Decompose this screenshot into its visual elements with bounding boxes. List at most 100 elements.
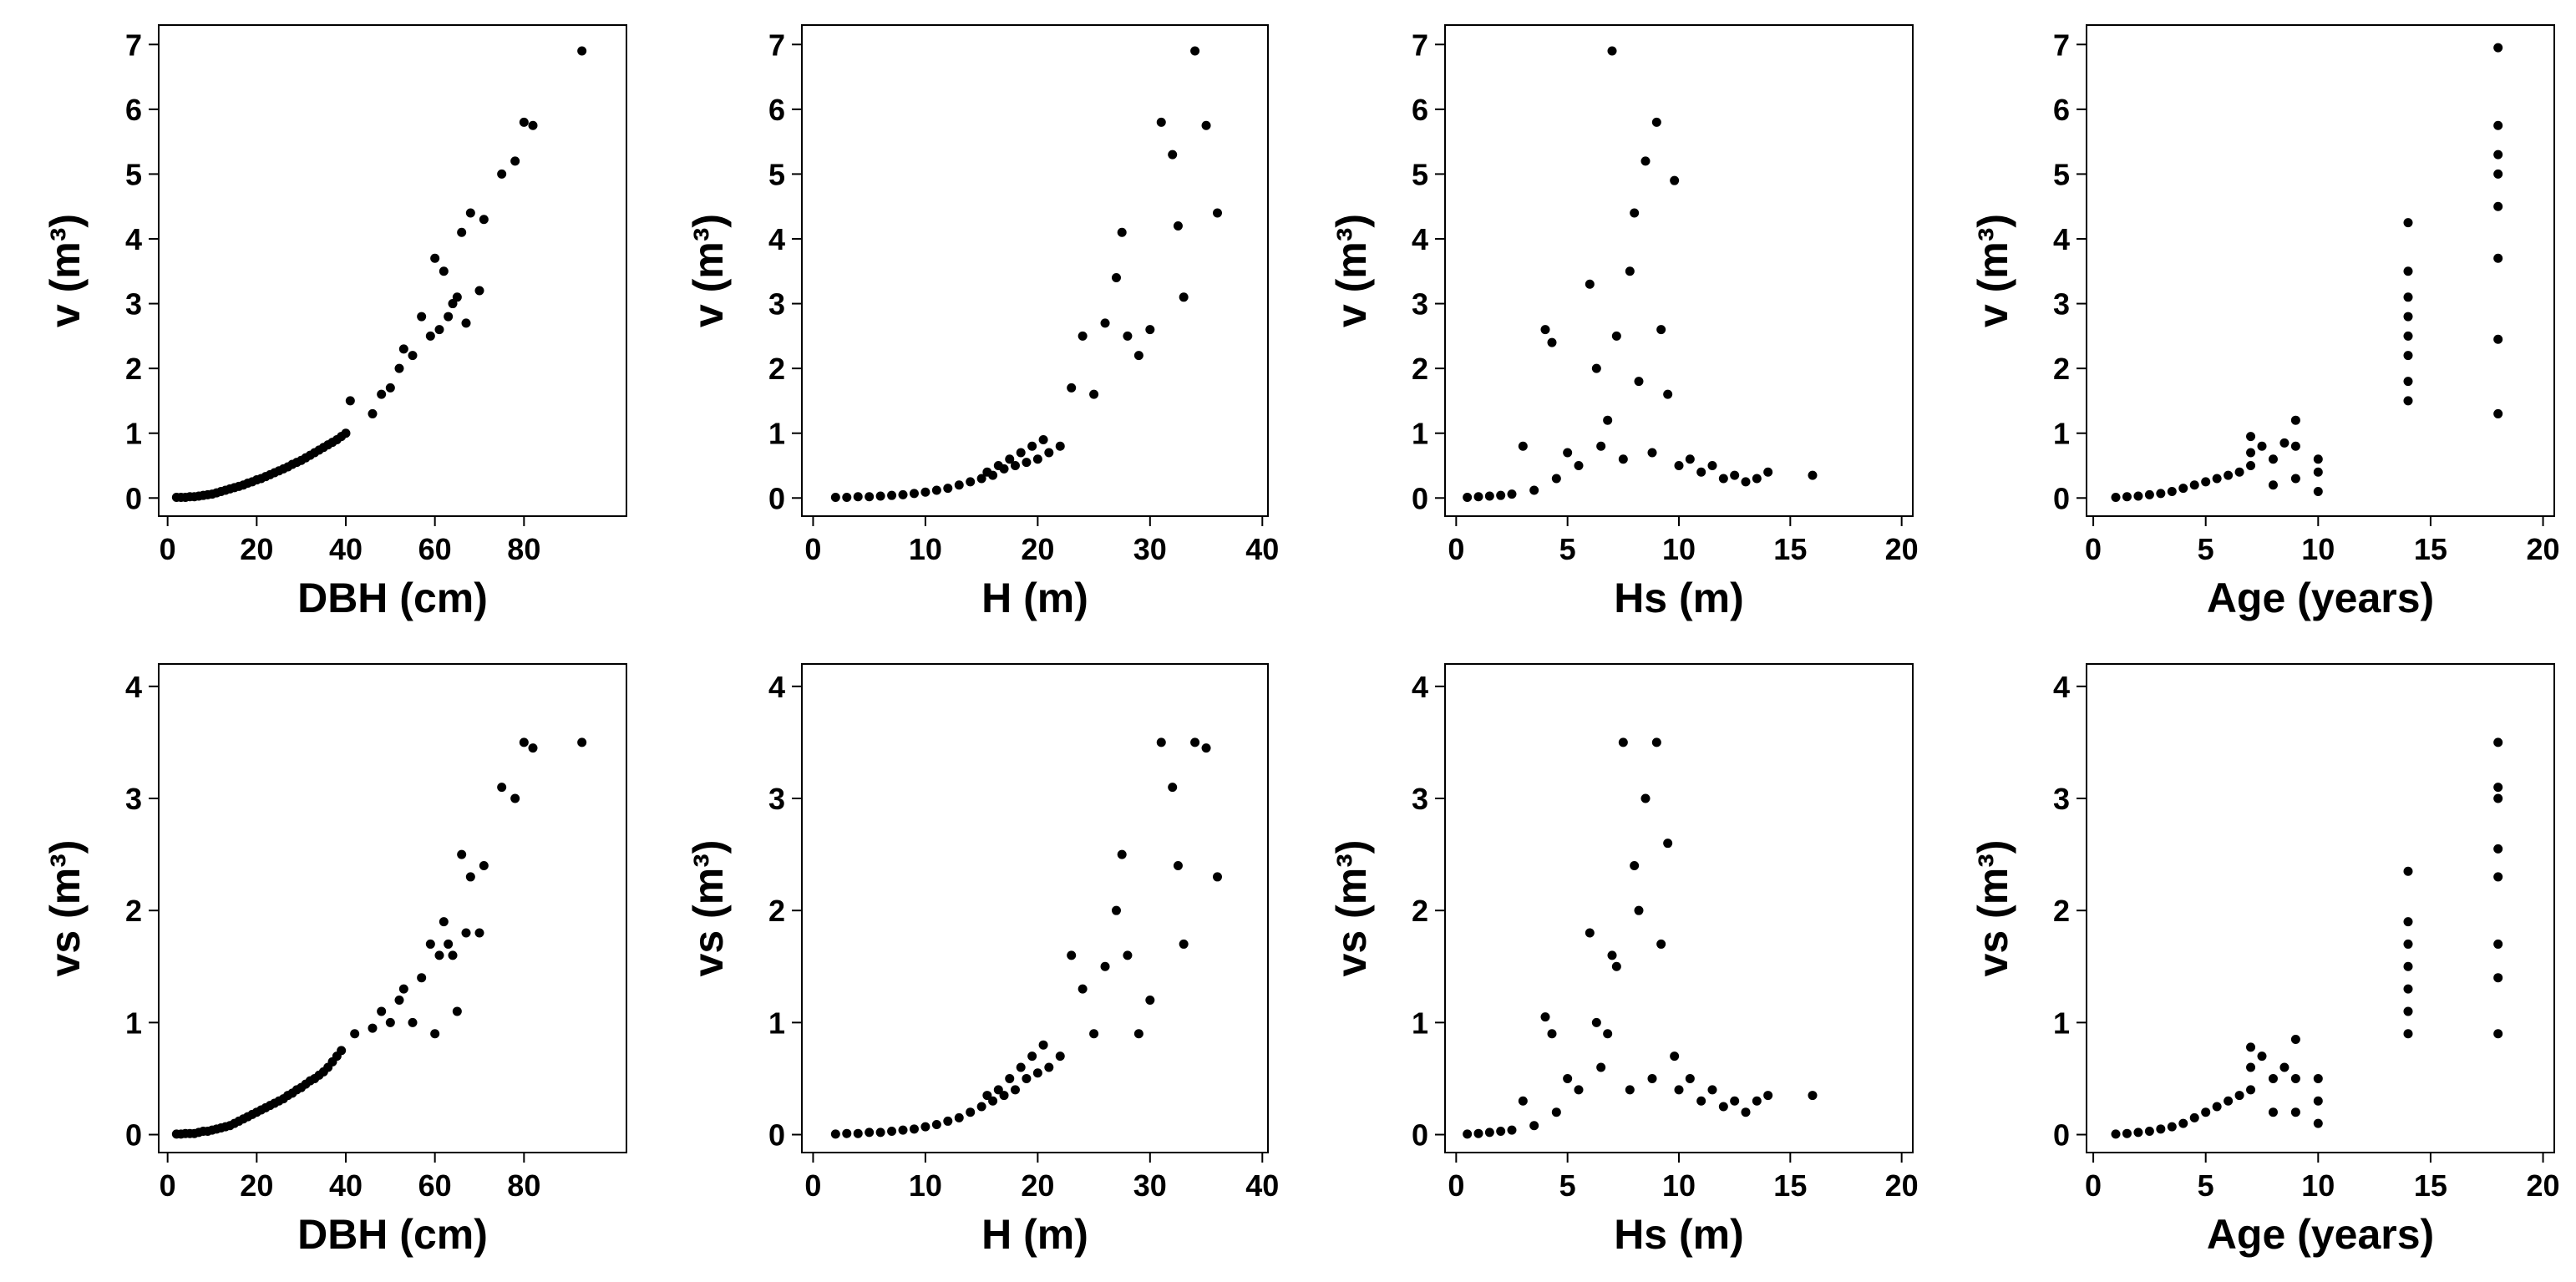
data-point [1603,1029,1613,1039]
x-tick-label: 80 [507,532,540,566]
data-point [1133,351,1143,361]
data-point [1078,331,1088,341]
data-point [1607,46,1617,56]
x-tick-label: 0 [804,1168,821,1203]
data-point [943,484,953,494]
data-point [1145,325,1155,335]
panel-vs-dbh: 0 20 40 60 80 0 1 2 3 4 DBH (cm) vs (m³) [42,663,627,1258]
data-point [2313,1118,2323,1128]
data-point [1038,434,1048,444]
data-point [425,939,435,949]
data-point [1117,849,1127,859]
data-point [1463,1129,1473,1139]
data-point [954,480,964,490]
data-point [2493,844,2503,854]
data-point [875,491,885,501]
data-point [417,973,427,983]
data-point [474,928,484,938]
data-point [398,984,408,994]
data-point [920,487,931,497]
x-tick-label: 15 [2414,532,2447,566]
data-point [1591,363,1601,373]
plot-frame [1444,663,1914,1153]
y-tick-label: 1 [2053,1006,2070,1040]
x-tick-label: 30 [1133,1168,1167,1203]
data-point [1752,474,1762,484]
data-point [1696,1096,1706,1106]
plot-frame [2086,24,2555,517]
data-point [1640,156,1651,166]
data-point [1473,1128,1483,1138]
data-point [2246,1062,2256,1072]
data-point [830,1129,840,1139]
data-point [377,1006,387,1016]
panel-vs-age: 0 5 10 15 20 0 1 2 3 4 Age (years) vs (m³) [1970,663,2560,1258]
data-point [398,344,408,354]
data-point [2290,441,2300,451]
x-tick-label: 5 [2198,1168,2214,1203]
data-point [1540,325,1550,335]
data-point [2156,489,2166,499]
data-point [865,492,875,502]
y-tick-label: 0 [125,481,142,515]
data-point [2144,489,2154,499]
data-point [2403,984,2413,994]
data-point [510,156,520,166]
data-point [2493,201,2503,211]
data-point [2493,253,2503,263]
x-tick-label: 30 [1133,532,1167,566]
x-tick-label: 20 [1021,1168,1054,1203]
data-point [982,1091,992,1101]
y-tick-label: 1 [1412,417,1428,451]
data-point [1763,1091,1773,1101]
x-tick-label: 20 [2527,1168,2560,1203]
data-point [2257,441,2267,451]
data-point [898,1125,908,1135]
data-point [1547,1029,1557,1039]
panel-v-age: 0 5 10 15 20 0 1 2 3 4 5 6 7 Age (years) v (m³) [1970,24,2560,621]
data-point [2189,480,2199,490]
data-point [465,208,475,218]
data-point [1574,460,1584,470]
data-point [1473,492,1483,502]
y-tick-label: 1 [125,1006,142,1040]
y-tick-label: 0 [768,1118,785,1153]
data-point [1674,460,1684,470]
data-point [510,793,520,803]
x-tick-label: 20 [240,1168,273,1203]
x-axis-label: Age (years) [2207,575,2434,621]
panel-vs-h: 0 10 20 30 40 0 1 2 3 4 H (m) vs (m³) [685,663,1279,1258]
data-point [853,492,863,502]
x-tick-label: 80 [507,1168,540,1203]
data-point [1529,485,1539,495]
data-point [385,1017,395,1027]
data-point [1032,454,1042,464]
data-point [368,1023,378,1033]
y-tick-label: 5 [768,157,785,191]
data-point [1618,737,1628,747]
y-tick-label: 0 [1412,1118,1428,1153]
data-point [1585,279,1595,289]
x-axis-label: Hs (m) [1614,1211,1744,1258]
data-point [931,485,941,495]
y-tick-label: 2 [2053,894,2070,928]
data-point [1663,839,1673,849]
data-point [425,331,435,341]
data-point [1763,467,1773,477]
data-point [497,169,507,179]
data-point [1518,441,1528,451]
data-point [853,1128,863,1138]
y-tick-label: 2 [2053,352,2070,386]
data-point [1507,489,1517,499]
data-point [920,1122,931,1132]
data-point [1551,474,1561,484]
y-tick-label: 1 [768,1006,785,1040]
x-tick-label: 5 [1559,532,1576,566]
data-point [394,996,404,1006]
data-point [2313,1096,2323,1106]
x-axis-label: H (m) [981,575,1088,621]
data-point [1201,743,1211,753]
data-point [448,950,458,960]
y-tick-label: 0 [125,1118,142,1153]
data-point [1117,227,1127,237]
